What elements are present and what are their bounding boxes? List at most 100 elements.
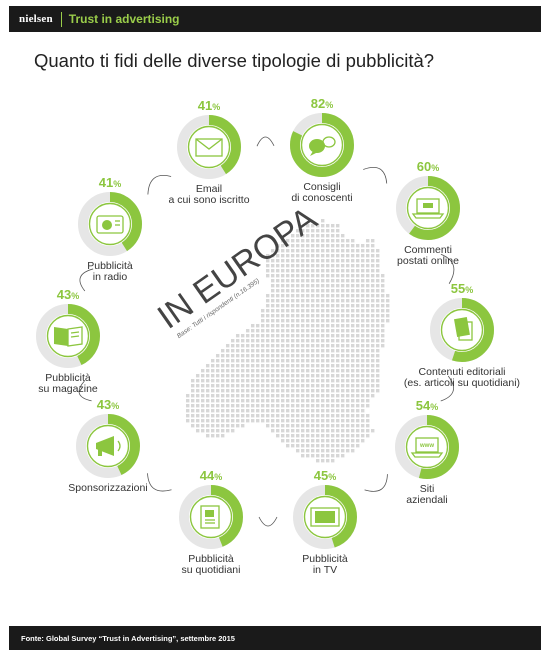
map-dot — [301, 364, 305, 368]
source-note: Fonte: Global Survey “Trust in Advertisi… — [21, 633, 235, 643]
map-dot — [306, 224, 310, 228]
map-dot — [291, 354, 295, 358]
map-dot — [351, 374, 355, 378]
map-dot — [346, 339, 350, 343]
map-dot — [321, 379, 325, 383]
map-dot — [336, 279, 340, 283]
map-dot — [341, 254, 345, 258]
map-dot — [276, 279, 280, 283]
map-dot — [221, 404, 225, 408]
map-dot — [241, 369, 245, 373]
map-dot — [236, 424, 240, 428]
map-dot — [351, 349, 355, 353]
map-dot — [351, 299, 355, 303]
map-dot — [346, 259, 350, 263]
laptop-icon — [411, 198, 445, 219]
map-dot — [376, 389, 380, 393]
map-dot — [251, 394, 255, 398]
map-dot — [276, 314, 280, 318]
map-dot — [256, 344, 260, 348]
map-dot — [371, 279, 375, 283]
map-dot — [326, 244, 330, 248]
map-dot — [296, 439, 300, 443]
map-dot — [276, 379, 280, 383]
map-dot — [291, 364, 295, 368]
map-dot — [211, 369, 215, 373]
map-dot — [341, 249, 345, 253]
map-dot — [321, 354, 325, 358]
map-dot — [336, 409, 340, 413]
map-dot — [286, 314, 290, 318]
map-dot — [326, 314, 330, 318]
map-dot — [261, 399, 265, 403]
map-dot — [286, 299, 290, 303]
map-dot — [301, 299, 305, 303]
map-dot — [331, 224, 335, 228]
map-dot — [351, 324, 355, 328]
map-dot — [261, 359, 265, 363]
map-dot — [296, 254, 300, 258]
map-dot — [311, 274, 315, 278]
map-dot — [306, 374, 310, 378]
map-dot — [376, 334, 380, 338]
map-dot — [251, 324, 255, 328]
map-dot — [246, 379, 250, 383]
map-dot — [286, 294, 290, 298]
map-dot — [371, 309, 375, 313]
map-dot — [371, 389, 375, 393]
map-dot — [341, 394, 345, 398]
map-dot — [286, 324, 290, 328]
map-dot — [301, 394, 305, 398]
map-dot — [351, 279, 355, 283]
map-dot — [321, 444, 325, 448]
donut-item: 41% Pubblicità in radio — [78, 175, 142, 283]
map-dot — [286, 359, 290, 363]
map-dot — [291, 379, 295, 383]
map-dot — [276, 329, 280, 333]
map-dot — [241, 419, 245, 423]
map-dot — [241, 374, 245, 378]
map-dot — [286, 424, 290, 428]
map-dot — [311, 399, 315, 403]
map-dot — [361, 314, 365, 318]
map-dot — [216, 369, 220, 373]
map-dot — [311, 339, 315, 343]
map-dot — [381, 339, 385, 343]
map-dot — [286, 409, 290, 413]
percent-label: 45% — [314, 468, 336, 483]
category-label: Pubblicità in TV — [302, 553, 348, 576]
map-dot — [346, 324, 350, 328]
map-dot — [306, 384, 310, 388]
map-dot — [331, 279, 335, 283]
map-dot — [366, 279, 370, 283]
map-dot — [321, 229, 325, 233]
map-dot — [331, 324, 335, 328]
map-dot — [361, 259, 365, 263]
map-dot — [346, 419, 350, 423]
map-dot — [326, 459, 330, 463]
map-dot — [251, 334, 255, 338]
map-dot — [236, 394, 240, 398]
map-dot — [216, 409, 220, 413]
map-dot — [331, 424, 335, 428]
map-dot — [301, 279, 305, 283]
map-dot — [281, 264, 285, 268]
map-dot — [221, 409, 225, 413]
map-dot — [381, 324, 385, 328]
map-dot — [206, 419, 210, 423]
map-dot — [306, 339, 310, 343]
map-dot — [341, 274, 345, 278]
map-dot — [346, 314, 350, 318]
map-dot — [301, 424, 305, 428]
map-dot — [296, 264, 300, 268]
map-dot — [256, 374, 260, 378]
map-dot — [291, 264, 295, 268]
map-dot — [211, 434, 215, 438]
map-dot — [321, 369, 325, 373]
map-dot — [301, 454, 305, 458]
map-dot — [356, 434, 360, 438]
map-dot — [366, 404, 370, 408]
map-dot — [266, 319, 270, 323]
map-dot — [361, 299, 365, 303]
map-dot — [261, 369, 265, 373]
